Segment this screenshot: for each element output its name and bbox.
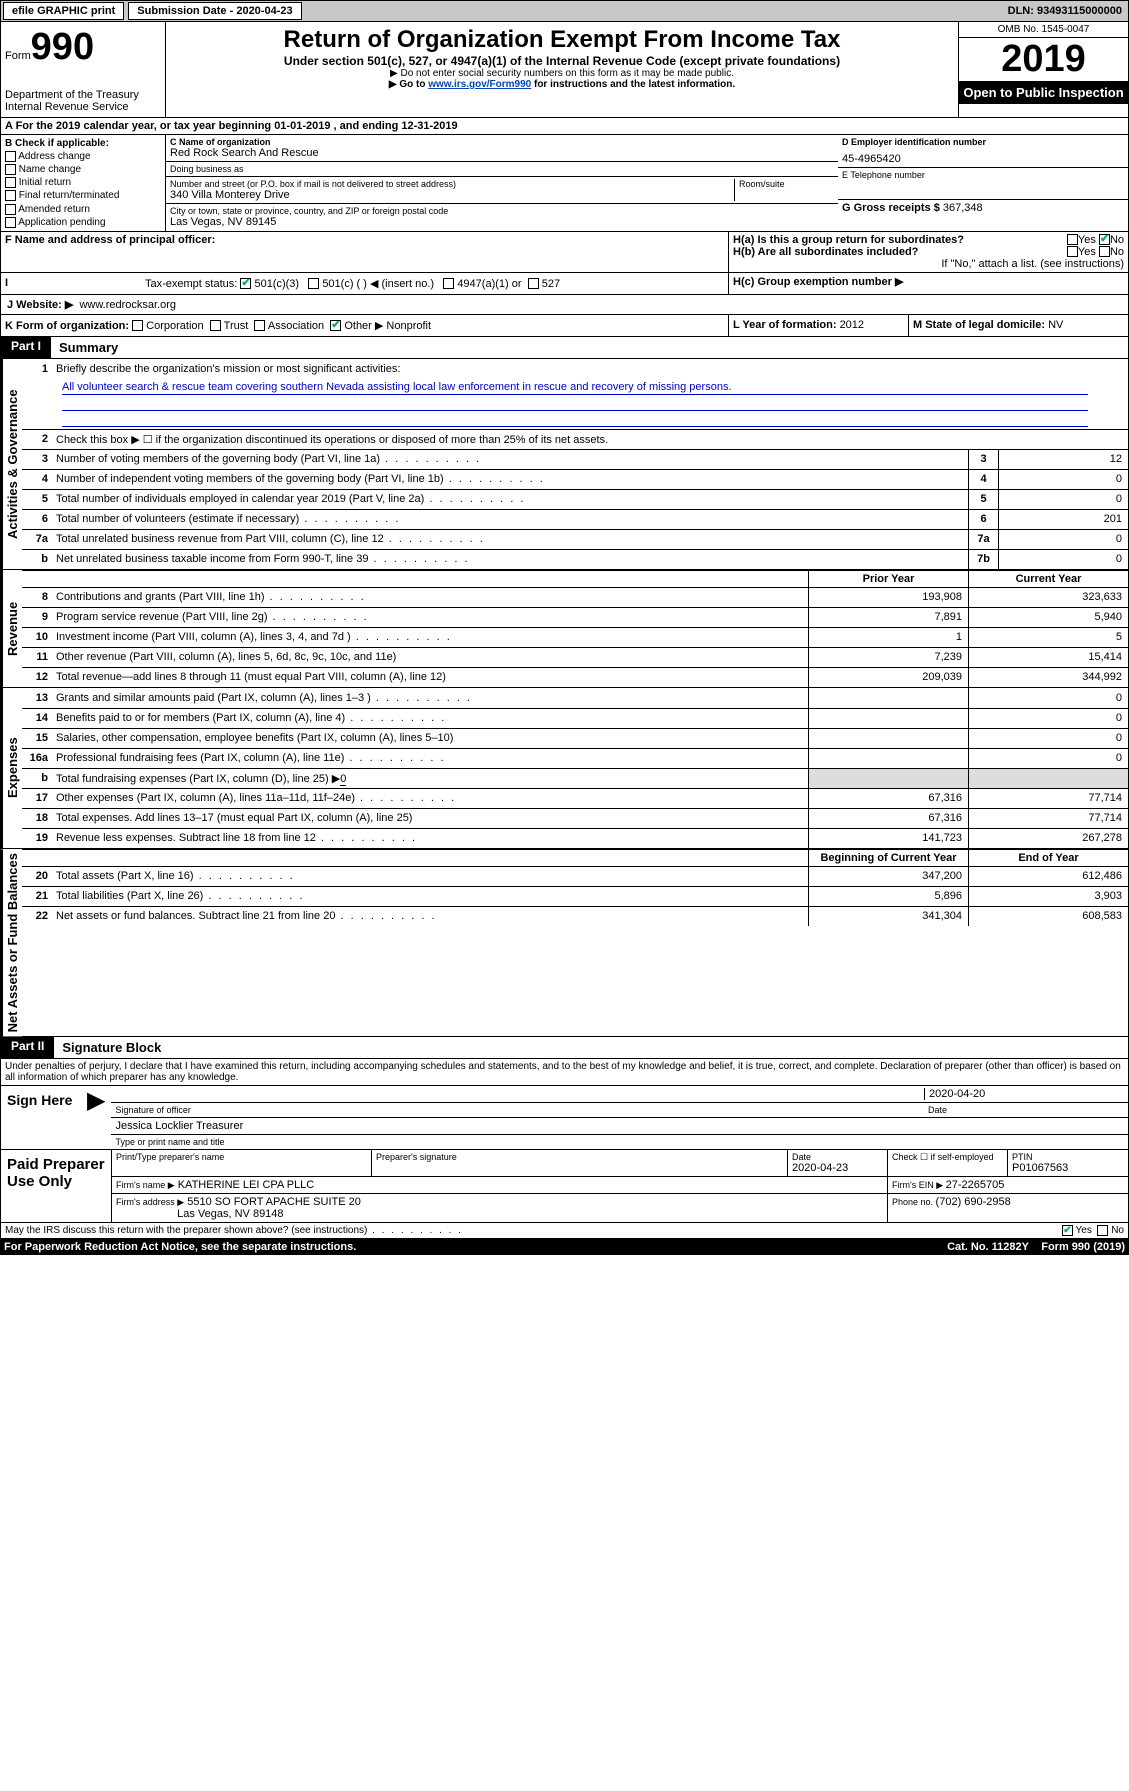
discuss-no-checkbox[interactable] [1097,1225,1108,1236]
org-form-row: K Form of organization: Corporation Trus… [0,315,1129,337]
domicile: NV [1048,319,1063,331]
website-url: www.redrocksar.org [79,299,176,311]
irs-link[interactable]: www.irs.gov/Form990 [428,79,531,90]
vtab-expenses: Expenses [1,688,22,848]
discuss-yes-checkbox[interactable] [1062,1225,1073,1236]
year-formation: 2012 [840,319,864,331]
initial-return-checkbox[interactable] [5,177,16,188]
form-title: Return of Organization Exempt From Incom… [170,26,954,54]
instr-2: ▶ Go to www.irs.gov/Form990 for instruct… [170,79,954,90]
val-7b: 0 [998,550,1128,569]
website-row: J Website: ▶ www.redrocksar.org [0,295,1129,315]
corp-checkbox[interactable] [132,320,143,331]
instr-1: ▶ Do not enter social security numbers o… [170,68,954,79]
hb-no-checkbox[interactable] [1099,246,1110,257]
form-header: Form990 Department of the Treasury Inter… [0,22,1129,118]
org-city: Las Vegas, NV 89145 [170,216,834,228]
527-checkbox[interactable] [528,278,539,289]
tax-status-row: I Tax-exempt status: 501(c)(3) 501(c) ( … [0,273,1129,295]
val-7a: 0 [998,530,1128,549]
perjury-text: Under penalties of perjury, I declare th… [1,1059,1128,1085]
val-6: 201 [998,510,1128,529]
omb-number: OMB No. 1545-0047 [959,22,1128,38]
501c-checkbox[interactable] [308,278,319,289]
firm-phone: (702) 690-2958 [936,1196,1011,1208]
vtab-netassets: Net Assets or Fund Balances [1,849,22,1036]
name-change-checkbox[interactable] [5,164,16,175]
4947-checkbox[interactable] [443,278,454,289]
period-bar: A For the 2019 calendar year, or tax yea… [0,118,1129,135]
501c3-checkbox[interactable] [240,278,251,289]
sign-here-label: Sign Here [1,1086,81,1149]
submission-button[interactable]: Submission Date - 2020-04-23 [128,2,301,20]
open-inspection: Open to Public Inspection [959,81,1128,104]
amended-checkbox[interactable] [5,204,16,215]
addr-change-checkbox[interactable] [5,151,16,162]
part2-header: Part IISignature Block [0,1037,1129,1059]
app-pending-checkbox[interactable] [5,217,16,228]
part1-header: Part ISummary [0,337,1129,359]
ha-no-checkbox[interactable] [1099,234,1110,245]
dept-label: Department of the Treasury Internal Reve… [5,89,161,113]
firm-name: KATHERINE LEI CPA PLLC [178,1179,315,1191]
entity-block: B Check if applicable: Address change Na… [0,135,1129,232]
vtab-activities: Activities & Governance [1,359,22,569]
ptin: P01067563 [1012,1162,1124,1174]
arrow-icon: ▶ [81,1086,111,1149]
efile-button[interactable]: efile GRAPHIC print [3,2,124,20]
form-number: Form990 [5,26,161,69]
firm-ein: 27-2265705 [946,1179,1005,1191]
officer-group-row: F Name and address of principal officer:… [0,232,1129,273]
dln: DLN: 93493115000000 [1008,5,1128,17]
final-return-checkbox[interactable] [5,190,16,201]
officer-name: Jessica Locklier Treasurer [115,1120,243,1132]
gross-receipts: 367,348 [943,202,983,214]
mission-text: All volunteer search & rescue team cover… [62,381,1088,395]
val-4: 0 [998,470,1128,489]
discuss-row: May the IRS discuss this return with the… [0,1223,1129,1239]
ein: 45-4965420 [842,147,1124,165]
tax-year: 2019 [959,38,1128,81]
topbar: efile GRAPHIC print Submission Date - 20… [0,0,1129,22]
assoc-checkbox[interactable] [254,320,265,331]
vtab-revenue: Revenue [1,570,22,687]
other-checkbox[interactable] [330,320,341,331]
trust-checkbox[interactable] [210,320,221,331]
org-name: Red Rock Search And Rescue [170,147,834,159]
val-5: 0 [998,490,1128,509]
val-3: 12 [998,450,1128,469]
ha-yes-checkbox[interactable] [1067,234,1078,245]
check-applicable: B Check if applicable: Address change Na… [1,135,166,231]
paperwork-footer: For Paperwork Reduction Act Notice, see … [0,1239,1129,1255]
org-street: 340 Villa Monterey Drive [170,189,734,201]
paid-preparer-label: Paid Preparer Use Only [1,1150,111,1222]
hb-yes-checkbox[interactable] [1067,246,1078,257]
form-subtitle: Under section 501(c), 527, or 4947(a)(1)… [170,54,954,68]
